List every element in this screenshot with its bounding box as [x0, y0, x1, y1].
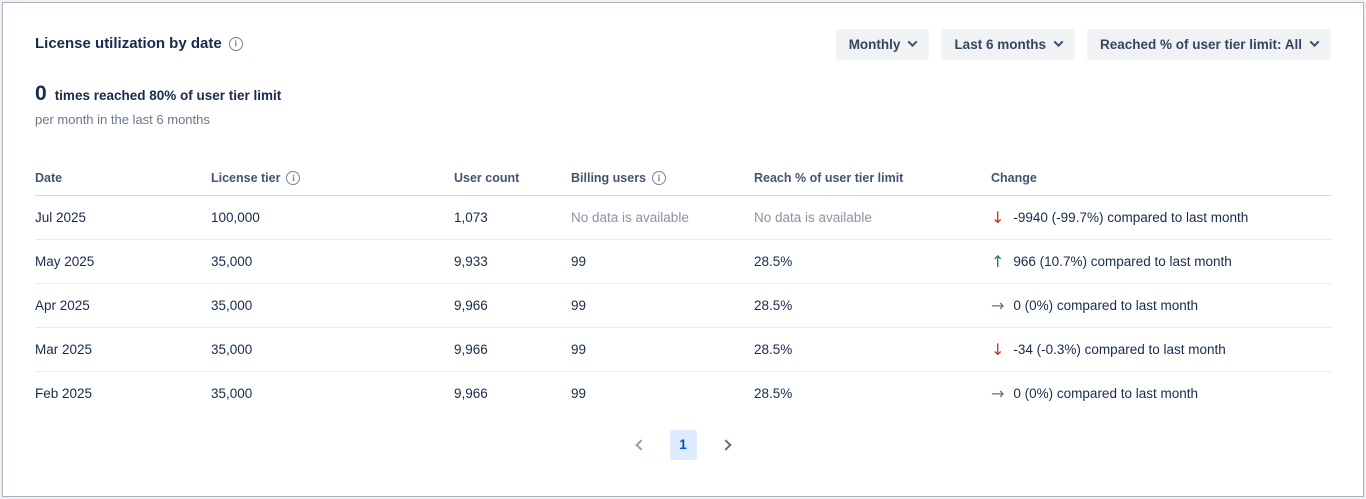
utilization-table: Date License tier i User count Billing us… [35, 161, 1331, 416]
user-count-cell: 9,933 [454, 239, 571, 284]
reached-filter-dropdown[interactable]: Reached % of user tier limit: All [1086, 29, 1331, 60]
change-text: -9940 (-99.7%) compared to last month [1013, 210, 1249, 225]
title-wrap: License utilization by date i [35, 29, 243, 52]
summary-line: 0 times reached 80% of user tier limit [35, 82, 1331, 106]
change-cell: → 0 (0%) compared to last month [991, 283, 1331, 328]
change-cell: → 0 (0%) compared to last month [991, 372, 1331, 416]
date-cell: Apr 2025 [35, 283, 211, 328]
col-billing-users: Billing users i [571, 161, 754, 196]
change-arrow-icon: ↓ [991, 207, 1005, 227]
change-text: 0 (0%) compared to last month [1013, 298, 1198, 313]
change-cell: ↑ 966 (10.7%) compared to last month [991, 239, 1331, 284]
user-count-cell: 9,966 [454, 327, 571, 372]
summary-label: times reached 80% of user tier limit [54, 88, 282, 103]
table-row: Jul 2025 100,000 1,073 No data is availa… [35, 195, 1331, 240]
change-text: 0 (0%) compared to last month [1013, 386, 1198, 402]
license-tier-cell: 100,000 [211, 195, 454, 240]
table-row: May 2025 35,000 9,933 99 28.5% ↑ 966 (10… [35, 239, 1331, 284]
chevron-left-icon [634, 438, 647, 451]
reach-percent-cell: No data is available [754, 195, 991, 240]
date-cell: May 2025 [35, 239, 211, 284]
period-filter-dropdown[interactable]: Monthly [835, 29, 930, 60]
page-title: License utilization by date [35, 35, 222, 52]
billing-users-info-icon[interactable]: i [652, 171, 667, 185]
user-count-cell: 1,073 [454, 195, 571, 240]
summary: 0 times reached 80% of user tier limit p… [35, 82, 1331, 127]
license-tier-cell: 35,000 [211, 327, 454, 372]
chevron-down-icon [1053, 36, 1064, 47]
change-text: -34 (-0.3%) compared to last month [1013, 342, 1226, 357]
table-row: Apr 2025 35,000 9,966 99 28.5% → 0 (0%) … [35, 283, 1331, 328]
reached-filter-label: Reached % of user tier limit: All [1099, 37, 1302, 52]
col-license-tier: License tier i [211, 161, 454, 196]
pagination: 1 [35, 429, 1331, 460]
current-page-button[interactable]: 1 [669, 429, 697, 460]
table-row: Feb 2025 35,000 9,966 99 28.5% → 0 (0%) … [35, 372, 1331, 416]
reach-percent-cell: 28.5% [754, 283, 991, 328]
reach-percent-cell: 28.5% [754, 386, 793, 402]
range-filter-label: Last 6 months [954, 37, 1046, 52]
change-arrow-icon: ↓ [991, 339, 1005, 359]
change-arrow-icon: → [991, 295, 1005, 315]
chevron-right-icon [719, 438, 732, 451]
col-change: Change [991, 161, 1331, 196]
license-tier-cell: 35,000 [211, 283, 454, 328]
change-arrow-icon: ↑ [991, 251, 1005, 271]
date-cell: Jul 2025 [35, 195, 211, 240]
summary-subtext: per month in the last 6 months [35, 112, 210, 127]
date-cell: Mar 2025 [35, 327, 211, 372]
license-tier-cell: 35,000 [211, 239, 454, 284]
col-reach-percent: Reach % of user tier limit [754, 161, 991, 196]
user-count-cell: 9,966 [454, 386, 488, 402]
billing-users-cell: No data is available [571, 195, 754, 240]
billing-users-cell: 99 [571, 239, 754, 284]
summary-count: 0 [35, 82, 47, 105]
chevron-down-icon [1309, 36, 1320, 47]
table-row: Mar 2025 35,000 9,966 99 28.5% ↓ -34 (-0… [35, 327, 1331, 372]
reach-percent-cell: 28.5% [754, 239, 991, 284]
change-cell: ↓ -34 (-0.3%) compared to last month [991, 327, 1331, 372]
range-filter-dropdown[interactable]: Last 6 months [941, 29, 1075, 60]
table-body: Jul 2025 100,000 1,073 No data is availa… [35, 195, 1331, 416]
change-text: 966 (10.7%) compared to last month [1013, 254, 1232, 269]
next-page-button[interactable] [711, 430, 741, 460]
reach-percent-cell: 28.5% [754, 327, 991, 372]
billing-users-cell: 99 [571, 386, 587, 402]
col-date: Date [35, 161, 211, 196]
period-filter-label: Monthly [848, 37, 901, 52]
change-arrow-icon: → [991, 383, 1005, 403]
change-cell: ↓ -9940 (-99.7%) compared to last month [991, 195, 1331, 240]
user-count-cell: 9,966 [454, 283, 571, 328]
license-tier-cell: 35,000 [211, 386, 253, 402]
filters: Monthly Last 6 months Reached % of user … [835, 29, 1331, 60]
prev-page-button[interactable] [626, 430, 656, 460]
table-header: Date License tier i User count Billing us… [35, 161, 1331, 196]
panel-header: License utilization by date i Monthly La… [35, 29, 1331, 60]
col-user-count: User count [454, 161, 571, 196]
date-cell: Feb 2025 [35, 386, 93, 402]
license-tier-info-icon[interactable]: i [286, 171, 301, 185]
billing-users-cell: 99 [571, 283, 754, 328]
title-info-icon[interactable]: i [228, 36, 243, 51]
billing-users-cell: 99 [571, 327, 754, 372]
chevron-down-icon [907, 36, 918, 47]
